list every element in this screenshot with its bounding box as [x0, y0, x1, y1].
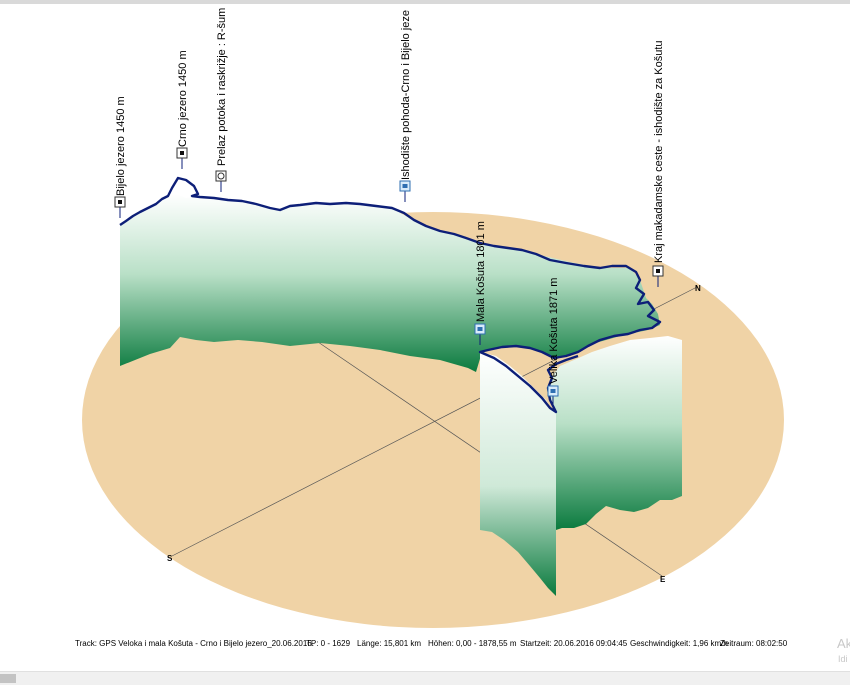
profile-curtain-back	[120, 194, 660, 372]
waypoint-square-icon[interactable]	[652, 265, 664, 277]
3d-profile-view[interactable]: N S E Bijelo jezero 1450 m Crno jezero 14…	[0, 0, 850, 635]
waypoint-2[interactable]: Prelaz potoka i raskrižje : R-šum	[215, 8, 228, 192]
activation-watermark-line1: Ak	[837, 636, 850, 651]
waypoint-square-icon[interactable]	[114, 196, 126, 208]
compass-n-label: N	[695, 284, 701, 293]
gps-track-line	[119, 176, 662, 414]
waypoint-3[interactable]: Ishodište pohoda-Crno i Bijelo jeze	[399, 10, 412, 202]
waypoint-label: Crno jezero 1450 m	[177, 50, 189, 147]
status-speed: Geschwindigkeit: 1,96 km/h	[630, 639, 728, 648]
profile-curtain-front-right	[548, 336, 682, 530]
waypoint-1[interactable]: Crno jezero 1450 m	[176, 50, 189, 169]
waypoint-label: Prelaz potoka i raskrižje : R-šum	[216, 8, 228, 166]
waypoint-label: Mala Košuta 1801 m	[475, 221, 487, 322]
status-start: Startzeit: 20.06.2016 09:04:45	[520, 639, 628, 648]
compass-s-label: S	[167, 554, 173, 563]
waypoint-0[interactable]: Bijelo jezero 1450 m	[114, 96, 127, 218]
waypoint-4[interactable]: Mala Košuta 1801 m	[474, 221, 487, 345]
status-heights: Höhen: 0,00 - 1878,55 m	[428, 639, 517, 648]
status-bar: Track: GPS Veloka i mala Košuta - Crno i…	[0, 635, 850, 653]
profile-curtain-front-left	[480, 352, 556, 596]
waypoint-6[interactable]: Kraj makadamske ceste - ishodište za Koš…	[652, 40, 665, 287]
status-tp: TP: 0 - 1629	[306, 639, 351, 648]
compass-e-label: E	[660, 575, 666, 584]
activation-watermark-line2: Idi	[838, 654, 848, 664]
status-track: Track: GPS Veloka i mala Košuta - Crno i…	[75, 639, 314, 648]
waypoint-parking-icon[interactable]	[399, 180, 411, 192]
status-length: Länge: 15,801 km	[357, 639, 422, 648]
waypoint-summit-icon[interactable]	[474, 323, 486, 335]
window-top-edge	[0, 0, 850, 4]
waypoint-5[interactable]: Velika Košuta 1871 m	[547, 278, 560, 407]
waypoint-square-icon[interactable]	[176, 147, 188, 159]
waypoint-label: Ishodište pohoda-Crno i Bijelo jeze	[400, 10, 412, 180]
horizontal-scrollbar[interactable]	[0, 671, 850, 685]
waypoint-label: Bijelo jezero 1450 m	[115, 96, 127, 196]
scrollbar-thumb[interactable]	[0, 674, 16, 683]
waypoint-label: Kraj makadamske ceste - ishodište za Koš…	[653, 40, 665, 263]
waypoint-label: Velika Košuta 1871 m	[548, 278, 560, 384]
waypoint-summit-icon[interactable]	[547, 385, 559, 397]
status-duration: Zeitraum: 08:02:50	[720, 639, 788, 648]
waypoint-crossing-icon[interactable]	[215, 170, 227, 182]
